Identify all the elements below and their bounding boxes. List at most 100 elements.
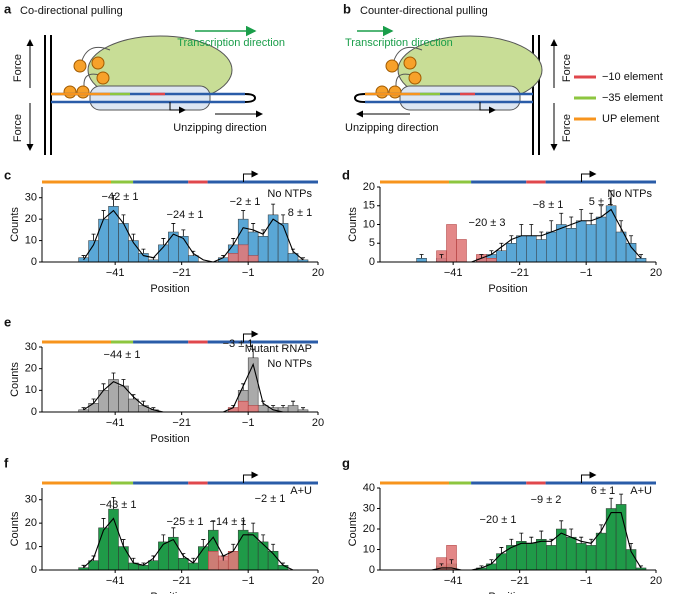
tss-arrow bbox=[580, 170, 597, 182]
annotation: No NTPs bbox=[607, 188, 652, 200]
x-tick-label: −41 bbox=[106, 267, 125, 279]
error-bar bbox=[241, 520, 246, 531]
x-tick-label: −41 bbox=[444, 575, 463, 587]
diagram-b: b Counter-directional pulling Force Forc… bbox=[343, 1, 573, 155]
x-axis-title: Position bbox=[488, 591, 527, 594]
error-bar bbox=[271, 203, 276, 215]
transcription-label: Transcription direction bbox=[177, 37, 285, 49]
bar bbox=[277, 223, 289, 263]
bar bbox=[178, 558, 189, 571]
fit-line bbox=[83, 517, 304, 571]
panel-label: f bbox=[4, 455, 9, 470]
error-bar bbox=[81, 255, 86, 258]
bar bbox=[605, 205, 617, 263]
x-tick-label: 20 bbox=[312, 417, 324, 429]
error-bar bbox=[589, 538, 594, 546]
histogram-panel: g 0 10 20 30 40 −41 −21 −1 20 Position Counts −20 ± … bbox=[342, 455, 662, 594]
bar bbox=[496, 553, 507, 571]
error-bar bbox=[91, 233, 96, 241]
histogram-panel: c 0 10 20 30 −41 −21 −1 20 Position Counts −42 ± 1 −… bbox=[4, 167, 324, 294]
y-axis-title: Counts bbox=[347, 207, 359, 242]
red-bar bbox=[237, 400, 249, 413]
bar bbox=[595, 216, 607, 263]
x-tick-label: −21 bbox=[172, 267, 191, 279]
bar bbox=[526, 543, 537, 571]
legend: −10 element −35 element UP element bbox=[574, 71, 663, 125]
bar bbox=[526, 235, 537, 263]
bar bbox=[635, 258, 647, 263]
x-tick-label: 20 bbox=[650, 575, 662, 587]
error-bar bbox=[111, 496, 116, 510]
y-tick-label: 10 bbox=[363, 218, 375, 230]
bar bbox=[168, 536, 179, 571]
error-bar bbox=[101, 518, 106, 528]
y-tick-label: 0 bbox=[31, 406, 37, 418]
x-tick-label: −1 bbox=[242, 575, 255, 587]
error-bar bbox=[161, 238, 166, 245]
x-tick-label: −41 bbox=[106, 575, 125, 587]
annotation: 5 ± 1 bbox=[589, 196, 613, 208]
x-tick-label: −41 bbox=[106, 417, 125, 429]
y-tick-label: 30 bbox=[363, 502, 375, 514]
error-bar bbox=[589, 212, 594, 225]
tss-arrow bbox=[242, 330, 259, 342]
error-bar bbox=[271, 405, 276, 408]
bar bbox=[565, 536, 577, 571]
y-tick-label: 0 bbox=[369, 256, 375, 268]
force-label: Force bbox=[12, 114, 24, 142]
red-bar bbox=[237, 244, 249, 263]
bar bbox=[118, 546, 129, 571]
x-tick-label: −1 bbox=[242, 267, 255, 279]
bar bbox=[585, 224, 597, 263]
bar bbox=[546, 231, 557, 263]
bar bbox=[198, 546, 209, 571]
red-bar bbox=[446, 545, 457, 571]
red-bar bbox=[456, 239, 467, 263]
annotation: −20 ± 1 bbox=[480, 514, 517, 526]
bar bbox=[595, 532, 607, 571]
force-label: Force bbox=[12, 54, 24, 82]
y-tick-label: 30 bbox=[25, 341, 37, 353]
annotation: −2 ± 1 bbox=[230, 196, 261, 208]
error-bar bbox=[171, 527, 176, 538]
error-bar bbox=[251, 522, 256, 533]
x-tick-label: −1 bbox=[580, 575, 593, 587]
x-tick-label: −21 bbox=[510, 575, 529, 587]
bar bbox=[575, 543, 587, 571]
error-bar bbox=[161, 534, 166, 542]
bar bbox=[546, 545, 557, 571]
panel-label: c bbox=[4, 167, 11, 182]
panel-title: Co-directional pulling bbox=[20, 5, 123, 17]
annotation: −14 ± 1 bbox=[210, 516, 247, 528]
annotation: −2 ± 1 bbox=[255, 493, 286, 505]
error-bar bbox=[251, 223, 256, 232]
tss-arrow bbox=[580, 471, 597, 483]
panel-label: e bbox=[4, 314, 11, 329]
legend-label: −10 element bbox=[602, 71, 663, 83]
bar bbox=[168, 231, 179, 263]
bar bbox=[178, 236, 189, 263]
x-tick-label: −21 bbox=[172, 575, 191, 587]
y-axis-title: Counts bbox=[347, 511, 359, 546]
red-bar bbox=[247, 405, 259, 413]
red-bar bbox=[227, 407, 239, 413]
error-bar bbox=[539, 530, 544, 540]
red-bar bbox=[227, 551, 239, 571]
annotation: −42 ± 1 bbox=[102, 191, 139, 203]
error-bar bbox=[569, 528, 574, 538]
y-tick-label: 40 bbox=[363, 482, 375, 494]
error-bar bbox=[281, 405, 286, 408]
panel-label: b bbox=[343, 1, 351, 16]
annotation: −44 ± 1 bbox=[104, 349, 141, 361]
bar bbox=[158, 541, 169, 571]
bar bbox=[615, 231, 627, 263]
bar bbox=[565, 228, 577, 263]
bar bbox=[217, 257, 229, 263]
red-bar bbox=[486, 258, 497, 263]
error-bar bbox=[131, 233, 136, 241]
y-tick-label: 5 bbox=[369, 237, 375, 249]
bar bbox=[506, 243, 517, 263]
y-tick-label: 10 bbox=[25, 234, 37, 246]
annotation: No NTPs bbox=[267, 358, 312, 370]
